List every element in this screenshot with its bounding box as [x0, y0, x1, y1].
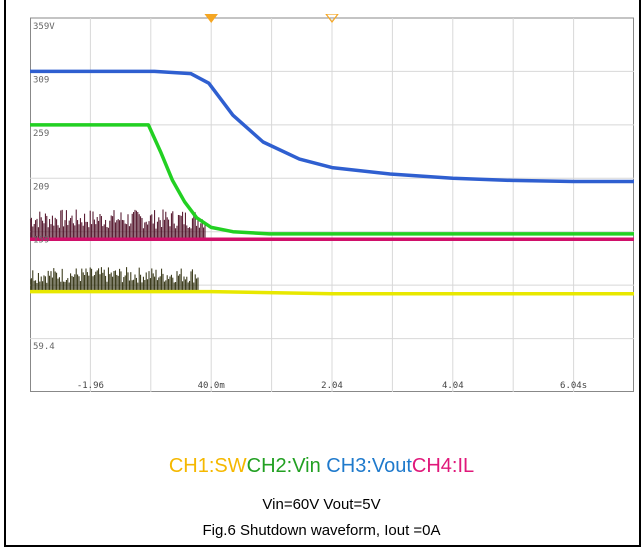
caption-figure-title: Fig.6 Shutdown waveform, Iout =0A [202, 522, 441, 539]
x-tick-label: 40.0m [198, 381, 225, 391]
trigger-marker [204, 14, 218, 23]
series-line-ch2-vin [30, 123, 634, 236]
scope-chart-svg: 359V 309 259 209 159 59.4 -1.96 40.0m 2.04 4.04 6.… [30, 14, 634, 392]
y-tick-label: 209 [33, 182, 49, 192]
legend-ch3: CH3:Vout [320, 455, 412, 477]
trigger-marker [325, 14, 339, 23]
legend-ch4: CH4:IL [411, 455, 475, 477]
caption-conditions: Vin=60V Vout=5V [262, 496, 381, 513]
legend-ch2: CH2:Vin [246, 455, 321, 477]
x-tick-label: 2.04 [321, 381, 343, 391]
series-line-ch1-sw [30, 289, 634, 296]
y-tick-label: 259 [33, 129, 49, 139]
y-tick-label: 359V [33, 22, 55, 32]
legend-ch1: CH1:SW [168, 455, 247, 477]
y-tick-label: 59.4 [33, 342, 55, 352]
y-tick-label: 159 [33, 236, 49, 246]
figure-frame [4, 0, 641, 547]
y-tick-label: 309 [33, 75, 49, 85]
channel-legend: CH1:SWCH2:Vin CH3:VoutCH4:IL [0, 455, 643, 478]
x-tick-label: 4.04 [442, 381, 464, 391]
x-tick-label: -1.96 [77, 381, 104, 391]
series-line-ch3-vout [30, 69, 634, 184]
x-tick-label: 6.04s [560, 381, 587, 391]
oscilloscope-plot: 359V 309 259 209 159 59.4 -1.96 40.0m 2.04 4.04 6.… [30, 14, 634, 392]
